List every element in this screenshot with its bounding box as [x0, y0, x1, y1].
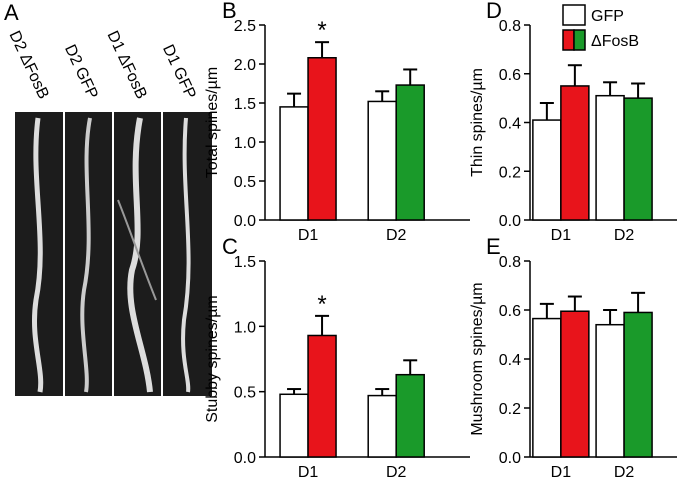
- x-tick-label: D2: [386, 464, 407, 478]
- micrograph: [15, 112, 212, 396]
- bar: [307, 57, 337, 221]
- y-tick-label: 0.8: [499, 254, 521, 271]
- x-tick-label: D2: [386, 227, 407, 244]
- significance: *: [317, 17, 326, 44]
- y-tick-label: 0.4: [499, 116, 521, 133]
- significance: *: [317, 291, 326, 318]
- y-tick-label: 1.5: [234, 96, 256, 113]
- bar: [623, 311, 653, 458]
- bar: [395, 84, 425, 221]
- y-tick-label: 1.0: [234, 319, 256, 336]
- y-tick-label: 0.0: [499, 213, 521, 230]
- bar: [532, 119, 562, 221]
- legend-label: ΔFosB: [591, 33, 639, 50]
- legend-swatch: [562, 29, 575, 51]
- panel-letter: D: [486, 0, 502, 23]
- y-axis-label: Total spines/µm: [204, 67, 221, 178]
- bar: [279, 106, 309, 221]
- bar: [395, 373, 425, 458]
- bar: [595, 94, 625, 221]
- x-tick-label: D1: [298, 227, 319, 244]
- legend-swatch: [562, 4, 586, 26]
- y-tick-label: 0.5: [234, 385, 256, 402]
- bar: [307, 334, 337, 458]
- y-tick-label: 0.6: [499, 67, 521, 84]
- y-tick-label: 0.0: [234, 213, 256, 230]
- bar: [623, 97, 653, 221]
- panel-letter: B: [222, 0, 237, 23]
- strip-label: D1 GFP: [159, 42, 199, 102]
- strip-label: D2 GFP: [61, 42, 101, 102]
- legend-label: GFP: [591, 8, 624, 25]
- x-tick-label: D1: [551, 464, 572, 478]
- y-tick-label: 2.5: [234, 18, 256, 35]
- y-tick-label: 1.0: [234, 135, 256, 152]
- y-tick-label: 1.5: [234, 254, 256, 271]
- x-tick-label: D2: [614, 227, 635, 244]
- legend-swatch: [573, 29, 586, 51]
- y-axis-label: Stubby spines/µm: [204, 295, 221, 423]
- bar: [560, 310, 590, 458]
- bar: [367, 394, 397, 458]
- panel-letter: E: [486, 234, 501, 259]
- y-tick-label: 2.0: [234, 57, 256, 74]
- strip-label: D2 ΔFosB: [6, 28, 52, 101]
- panel-letter: C: [222, 234, 238, 259]
- x-tick-label: D2: [614, 464, 635, 478]
- x-tick-label: D1: [298, 464, 319, 478]
- bar: [367, 100, 397, 221]
- y-tick-label: 0.0: [499, 450, 521, 467]
- y-tick-label: 0.0: [234, 450, 256, 467]
- y-tick-label: 0.6: [499, 303, 521, 320]
- bar: [532, 317, 562, 458]
- y-tick-label: 0.5: [234, 174, 256, 191]
- y-tick-label: 0.2: [499, 401, 521, 418]
- bar: [560, 85, 590, 221]
- y-tick-label: 0.8: [499, 18, 521, 35]
- bar: [595, 323, 625, 458]
- y-tick-label: 0.4: [499, 352, 521, 369]
- strip-label: D1 ΔFosB: [104, 28, 150, 101]
- y-axis-label: Thin spines/µm: [469, 68, 486, 177]
- x-tick-label: D1: [551, 227, 572, 244]
- y-tick-label: 0.2: [499, 164, 521, 181]
- bar: [279, 393, 309, 458]
- y-axis-label: Mushroom spines/µm: [469, 282, 486, 435]
- panel-letter: A: [4, 0, 19, 25]
